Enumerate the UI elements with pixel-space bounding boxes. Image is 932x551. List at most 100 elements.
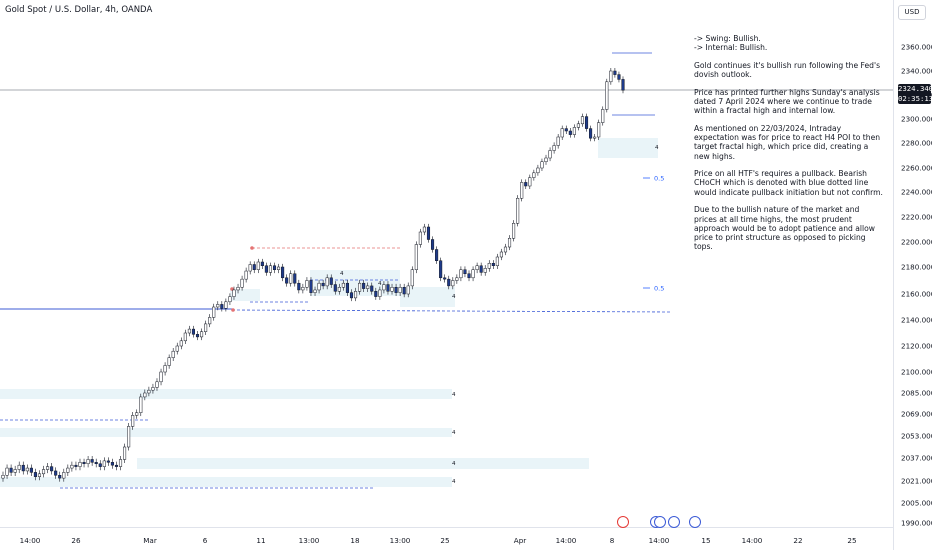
bull-candle: [127, 426, 131, 448]
price-tick-label: 2340.000: [901, 67, 932, 76]
bear-candle: [617, 74, 621, 80]
bull-candle: [516, 198, 520, 224]
bull-candle: [240, 278, 244, 288]
bear-candle: [443, 277, 447, 280]
bear-candle: [90, 459, 94, 463]
bull-candle: [25, 467, 29, 472]
price-tick-label: 2085.000: [901, 389, 932, 398]
bull-candle: [382, 284, 386, 291]
bear-candle: [430, 239, 435, 250]
bull-candle: [62, 472, 66, 479]
bear-candle: [584, 116, 589, 129]
time-tick-label: 26: [71, 536, 81, 545]
price-tick-label: 2240.000: [901, 188, 932, 197]
bull-candle: [597, 122, 601, 138]
zone-label: 4: [452, 461, 456, 467]
bear-candle: [491, 263, 495, 266]
bull-candle: [5, 467, 9, 476]
bull-candle: [503, 246, 508, 253]
swing-marker: [250, 246, 254, 250]
bull-candle: [410, 269, 414, 287]
bull-candle: [46, 466, 50, 470]
bull-candle: [422, 226, 426, 233]
bear-candle: [309, 280, 313, 293]
bull-candle: [313, 289, 317, 293]
bear-candle: [110, 462, 114, 466]
bull-candle: [268, 265, 273, 273]
demand-zone: [0, 477, 452, 487]
bull-candle: [66, 467, 70, 473]
price-tick-label: 1990.000: [901, 519, 932, 528]
zone-label: 4: [452, 294, 456, 300]
time-tick-label: 14:00: [742, 536, 763, 545]
analysis-paragraph: As mentioned on 22/03/2024, Intraday exp…: [694, 123, 881, 161]
bull-candle: [175, 345, 179, 352]
bear-candle: [272, 265, 277, 270]
time-tick-label: 6: [203, 536, 208, 545]
bull-candle: [520, 182, 524, 199]
demand-zone: [598, 138, 658, 158]
bull-candle: [528, 177, 532, 187]
bull-candle: [248, 264, 252, 272]
bull-candle: [459, 269, 463, 279]
bear-candle: [329, 277, 333, 285]
time-tick-label: Apr: [514, 536, 526, 545]
bear-candle: [285, 277, 289, 284]
zone-label: 4: [340, 271, 344, 277]
internal-bias: -> Internal: Bullish.: [694, 43, 768, 53]
bull-candle: [532, 172, 536, 178]
bear-candle: [479, 265, 483, 273]
zone-label: 4: [452, 392, 456, 398]
bull-candle: [236, 287, 240, 291]
bear-candle: [29, 467, 33, 473]
bull-candle: [256, 261, 260, 270]
bull-candle: [187, 328, 191, 334]
bull-candle: [390, 287, 394, 292]
bear-candle: [9, 467, 13, 473]
bear-candle: [394, 287, 398, 293]
time-tick-label: 25: [847, 536, 856, 545]
bull-candle: [151, 387, 155, 391]
bull-candle: [70, 464, 74, 469]
bear-candle: [568, 130, 572, 135]
bull-candle: [208, 317, 212, 325]
demand-zone: [137, 458, 589, 469]
bull-candle: [507, 238, 512, 248]
time-tick-label: 11: [256, 536, 265, 545]
fib-level-label: 0.5: [654, 175, 664, 183]
bull-candle: [536, 167, 540, 174]
bull-candle: [200, 331, 204, 338]
bull-candle: [552, 145, 556, 151]
bull-candle: [540, 161, 544, 169]
bull-candle: [86, 459, 90, 464]
price-tick-label: 2180.000: [901, 263, 932, 272]
bull-candle: [78, 462, 82, 467]
bull-candle: [228, 296, 232, 303]
bull-candle: [155, 381, 159, 388]
currency-button[interactable]: USD: [898, 5, 926, 20]
bull-candle: [495, 256, 499, 266]
bull-candle: [609, 70, 613, 83]
bull-candle: [163, 365, 167, 373]
bull-candle: [167, 357, 171, 366]
zone-label: 4: [378, 281, 382, 287]
bull-candle: [556, 136, 560, 146]
demand-zone: [0, 389, 452, 399]
economic-event-icon: [668, 516, 680, 528]
bull-candle: [305, 280, 309, 288]
bear-candle: [349, 292, 354, 299]
analysis-paragraph: Due to the bullish nature of the market …: [694, 205, 875, 252]
time-tick-label: 8: [610, 536, 615, 545]
bull-candle: [301, 287, 305, 291]
bear-candle: [264, 265, 268, 273]
bear-candle: [98, 463, 102, 467]
bull-candle: [358, 282, 362, 292]
bear-candle: [94, 462, 98, 464]
bull-candle: [337, 287, 341, 292]
bull-candle: [147, 389, 151, 394]
bull-candle: [544, 157, 548, 162]
bull-candle: [179, 340, 183, 347]
bear-candle: [252, 264, 256, 270]
price-tick-label: 2140.000: [901, 316, 932, 325]
